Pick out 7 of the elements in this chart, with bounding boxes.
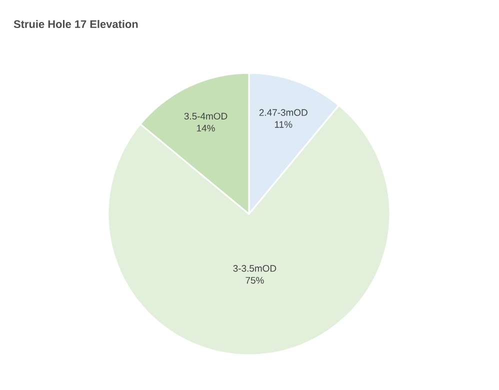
chart-title: Struie Hole 17 Elevation <box>14 20 138 28</box>
slice-label: 3.5-4mOD <box>184 112 228 120</box>
data-label: 11% <box>274 121 292 128</box>
data-label: 14% <box>197 124 215 132</box>
slice-label: 2.47-3mOD <box>259 109 308 116</box>
slice-label: 3-3.5mOD <box>233 265 276 272</box>
data-label: 75% <box>246 277 264 284</box>
